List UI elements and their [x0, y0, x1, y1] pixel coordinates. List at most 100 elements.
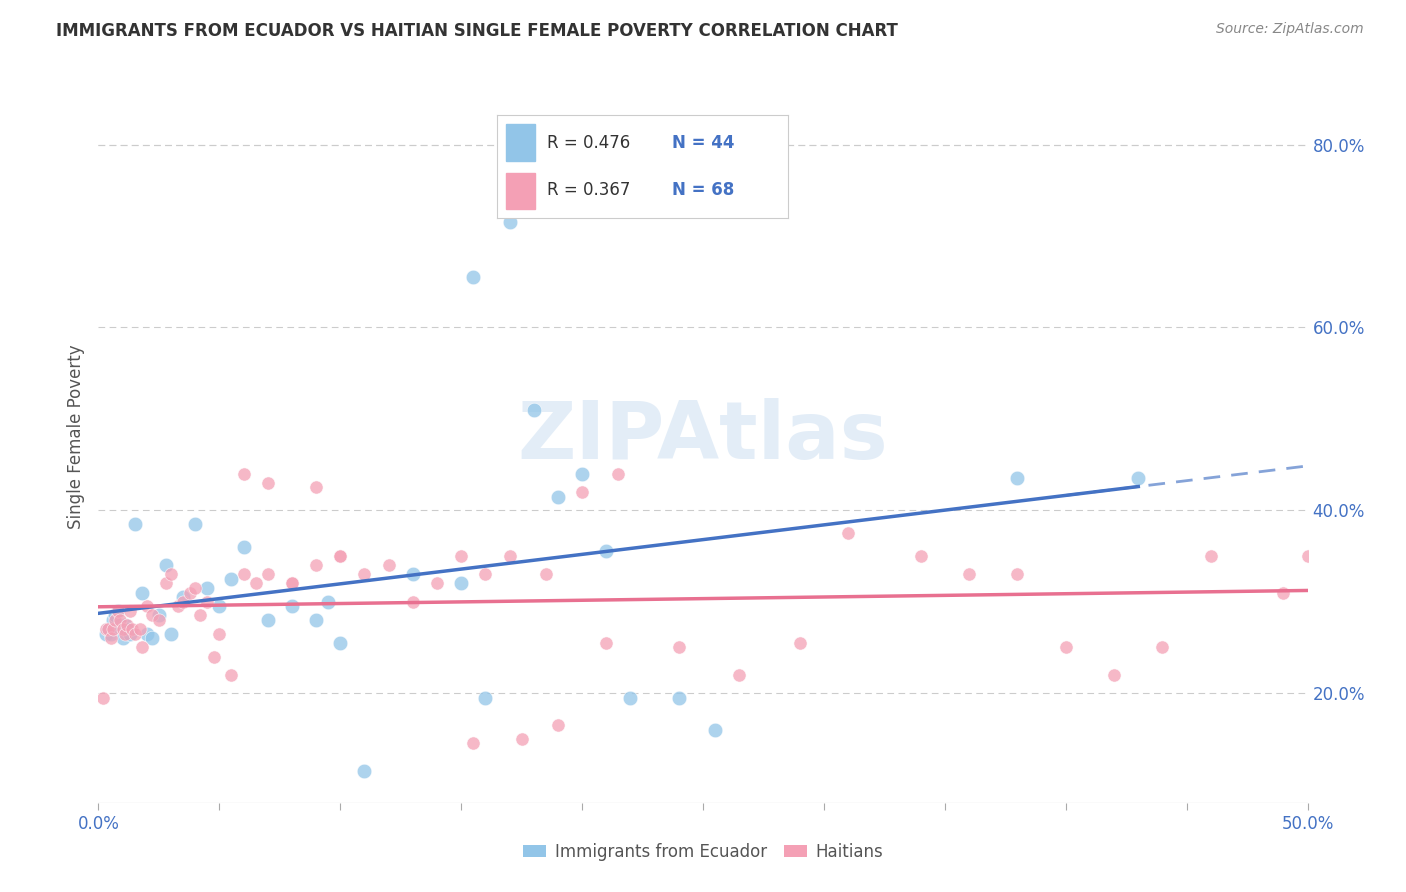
Point [195, 594, 218, 608]
Point [155, 558, 177, 573]
Point [571, 485, 593, 500]
Point [837, 526, 859, 541]
Point [1054, 640, 1077, 655]
Point [353, 764, 375, 778]
Point [188, 608, 211, 623]
Point [101, 613, 124, 627]
Point [117, 617, 139, 632]
Point [135, 599, 157, 614]
Legend: Immigrants from Ecuador, Haitians: Immigrants from Ecuador, Haitians [516, 837, 890, 868]
Point [101, 622, 124, 636]
Point [108, 617, 131, 632]
Point [131, 640, 153, 655]
Point [329, 549, 352, 563]
Point [668, 640, 690, 655]
Point [547, 490, 569, 504]
Point [316, 594, 339, 608]
Point [571, 467, 593, 481]
Point [208, 599, 231, 614]
Point [160, 567, 183, 582]
Point [426, 576, 449, 591]
Point [1296, 549, 1319, 563]
Point [117, 622, 139, 636]
Point [305, 558, 328, 573]
Point [281, 599, 304, 614]
Point [107, 604, 129, 618]
Point [402, 594, 425, 608]
Point [100, 632, 122, 646]
Point [1199, 549, 1222, 563]
Point [523, 402, 546, 417]
Point [124, 516, 146, 531]
Point [172, 594, 194, 608]
Point [204, 649, 226, 664]
Point [619, 690, 641, 705]
Point [607, 467, 630, 481]
Point [128, 622, 150, 636]
Point [97, 622, 120, 636]
Point [474, 567, 496, 582]
Point [184, 516, 207, 531]
Point [281, 576, 304, 591]
Point [111, 622, 134, 636]
Point [377, 558, 399, 573]
Point [172, 590, 194, 604]
Point [184, 581, 207, 595]
Point [114, 617, 136, 632]
Point [100, 626, 122, 640]
Point [353, 567, 375, 582]
Point [118, 626, 141, 640]
Point [91, 690, 114, 705]
Point [221, 667, 243, 681]
Point [704, 723, 727, 737]
Point [1007, 471, 1029, 485]
Point [498, 549, 520, 563]
Point [329, 636, 352, 650]
Point [256, 475, 278, 490]
Point [232, 467, 254, 481]
Point [155, 576, 177, 591]
Point [245, 576, 267, 591]
Point [1102, 667, 1125, 681]
Point [728, 667, 751, 681]
Point [148, 608, 170, 623]
Point [232, 540, 254, 554]
Point [474, 690, 496, 705]
Point [221, 572, 243, 586]
Point [256, 567, 278, 582]
Point [957, 567, 980, 582]
Point [256, 613, 278, 627]
Point [789, 636, 811, 650]
Point [179, 585, 201, 599]
Point [160, 626, 183, 640]
Point [1152, 640, 1174, 655]
Point [534, 567, 557, 582]
Point [94, 626, 117, 640]
Point [668, 690, 690, 705]
Point [195, 581, 218, 595]
Point [97, 622, 120, 636]
Y-axis label: Single Female Poverty: Single Female Poverty [66, 345, 84, 529]
Point [135, 626, 157, 640]
Text: ZIPAtlas: ZIPAtlas [517, 398, 889, 476]
Point [402, 567, 425, 582]
Point [124, 626, 146, 640]
Point [108, 613, 131, 627]
Point [114, 626, 136, 640]
Point [450, 576, 472, 591]
Text: IMMIGRANTS FROM ECUADOR VS HAITIAN SINGLE FEMALE POVERTY CORRELATION CHART: IMMIGRANTS FROM ECUADOR VS HAITIAN SINGL… [56, 22, 898, 40]
Point [547, 718, 569, 732]
Point [1272, 585, 1295, 599]
Point [131, 585, 153, 599]
Point [141, 632, 163, 646]
Point [107, 604, 129, 618]
Point [104, 608, 127, 623]
Point [118, 604, 141, 618]
Point [595, 544, 617, 558]
Point [1007, 567, 1029, 582]
Point [121, 622, 143, 636]
Point [281, 576, 304, 591]
Point [463, 736, 485, 750]
Point [305, 480, 328, 494]
Point [329, 549, 352, 563]
